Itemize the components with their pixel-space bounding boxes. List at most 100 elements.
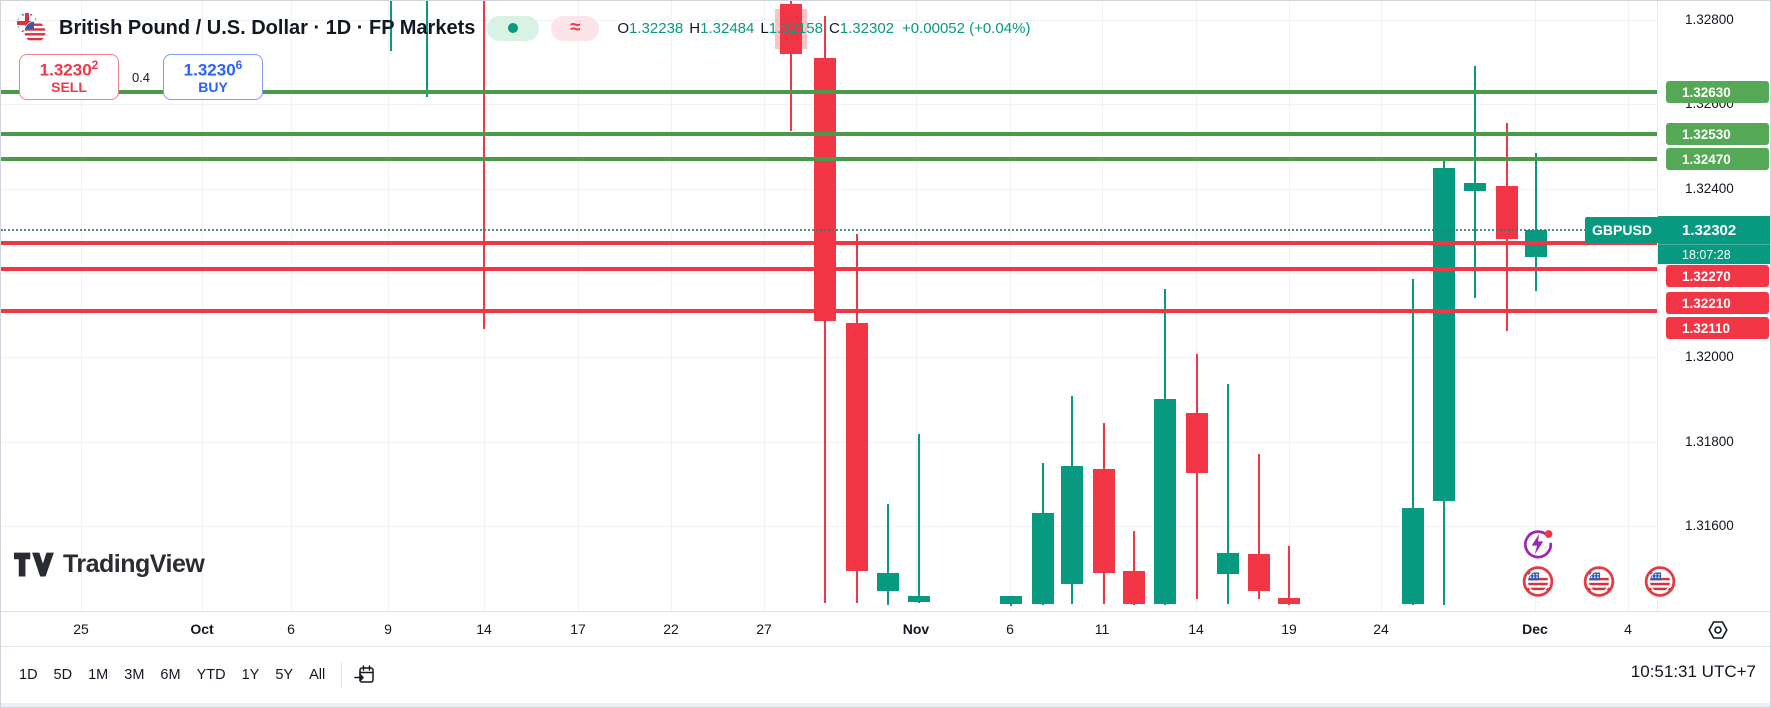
time-axis[interactable]: 25 Oct 6 9 14 17 22 27 Nov 6 11 14 19 24 Dec 4 — [1, 611, 1770, 647]
news-lightning-icon[interactable] — [1519, 526, 1555, 567]
candle[interactable] — [780, 3, 802, 55]
chart-area[interactable] — [1, 1, 1657, 611]
candle[interactable] — [1061, 466, 1083, 584]
candle[interactable] — [1032, 512, 1054, 604]
ohlc-open-label: O — [617, 19, 630, 37]
candle-wick — [426, 1, 428, 98]
ticker-tag: GBPUSD — [1585, 217, 1659, 243]
candle[interactable] — [877, 572, 899, 591]
vertical-gridline — [81, 1, 82, 611]
ohlc-readout: O1.32238 H1.32484 L1.32158 C1.32302 +0.0… — [617, 20, 1030, 37]
candle[interactable] — [1186, 412, 1208, 473]
range-button-1d[interactable]: 1D — [19, 667, 38, 683]
ohlc-high-label: H — [689, 19, 701, 37]
time-axis-label: 25 — [73, 621, 89, 637]
candle[interactable] — [1248, 553, 1270, 591]
range-button-all[interactable]: All — [309, 667, 326, 683]
range-button-ytd[interactable]: YTD — [196, 667, 226, 683]
candle-wick — [790, 1, 792, 131]
candle-wick — [1288, 545, 1290, 605]
current-price-label[interactable]: 1.32302 18:07:28 — [1658, 216, 1770, 264]
support-line[interactable] — [1, 267, 1657, 271]
candle[interactable] — [1154, 399, 1176, 604]
candle[interactable] — [1000, 596, 1022, 604]
price-axis-label: 1.31800 — [1685, 434, 1734, 449]
candle[interactable] — [1464, 183, 1486, 191]
go-to-date-button[interactable] — [350, 662, 380, 688]
vertical-gridline — [202, 1, 203, 611]
resistance-price-label[interactable]: 1.32630 — [1666, 81, 1769, 103]
resistance-line[interactable] — [1, 90, 1657, 94]
vertical-gridline — [671, 1, 672, 611]
candle[interactable] — [1496, 186, 1518, 239]
time-axis-label: 6 — [287, 621, 295, 637]
price-axis-label: 1.32800 — [1685, 12, 1734, 27]
axis-settings-gear-icon[interactable] — [1706, 618, 1730, 642]
market-open-dot-icon — [508, 23, 519, 33]
vertical-gridline — [1535, 1, 1536, 611]
session-clock[interactable]: 10:51:31 UTC+7 — [1630, 662, 1756, 681]
range-button-3m[interactable]: 3M — [124, 667, 145, 683]
candle[interactable] — [1093, 469, 1115, 573]
tradingview-logo-text: TradingView — [63, 550, 205, 578]
support-price-label[interactable]: 1.32110 — [1666, 317, 1769, 339]
range-button-6m[interactable]: 6M — [160, 667, 181, 683]
candle[interactable] — [1123, 571, 1145, 604]
time-axis-label: 11 — [1094, 621, 1110, 637]
vertical-gridline — [1010, 1, 1011, 611]
window-bottom-edge — [1, 703, 1770, 707]
us-economic-event-flag-icon[interactable] — [1522, 566, 1554, 603]
trade-panel: 1.32302 SELL 0.4 1.32306 BUY — [19, 54, 263, 100]
resistance-line[interactable] — [1, 157, 1657, 161]
price-axis[interactable]: 1.32630 1.32530 1.32470 1.32270 1.32210 1.321… — [1657, 1, 1770, 647]
price-axis-label: 1.32400 — [1685, 181, 1734, 196]
approximate-values-pill[interactable]: ≈ — [551, 15, 600, 41]
market-status-pill[interactable] — [487, 15, 540, 41]
candle[interactable] — [846, 323, 868, 572]
sell-button[interactable]: 1.32302 SELL — [19, 54, 119, 100]
support-line[interactable] — [1, 309, 1657, 313]
candle[interactable] — [814, 57, 836, 322]
candle[interactable] — [908, 596, 930, 602]
current-price-line — [1, 229, 1657, 231]
buy-button[interactable]: 1.32306 BUY — [163, 54, 263, 100]
us-economic-event-flag-icon[interactable] — [1583, 566, 1615, 603]
resistance-price-label[interactable]: 1.32470 — [1666, 148, 1769, 170]
time-axis-label: 24 — [1373, 621, 1389, 637]
range-button-1y[interactable]: 1Y — [241, 667, 260, 683]
support-line[interactable] — [1, 241, 1657, 245]
ohlc-high-value: 1.32484 — [700, 19, 755, 37]
candle[interactable] — [1217, 552, 1239, 575]
time-axis-label: 4 — [1624, 621, 1632, 637]
range-button-5d[interactable]: 5D — [53, 667, 73, 683]
horizontal-gridline — [1, 442, 1657, 443]
resistance-line[interactable] — [1, 132, 1657, 136]
support-price-label[interactable]: 1.32270 — [1666, 265, 1769, 287]
candle[interactable] — [1402, 507, 1424, 604]
time-axis-label: 19 — [1281, 621, 1297, 637]
ohlc-close-label: C — [828, 19, 840, 37]
resistance-price-label[interactable]: 1.32530 — [1666, 123, 1769, 145]
current-price-value: 1.32302 — [1658, 216, 1770, 244]
time-axis-label: 27 — [756, 621, 772, 637]
candle-wick — [390, 1, 392, 52]
candle-wick — [1196, 353, 1198, 599]
us-economic-event-flag-icon[interactable] — [1644, 566, 1676, 603]
candle[interactable] — [1278, 598, 1300, 604]
hovered-candle-highlight — [775, 9, 807, 49]
time-axis-label: Dec — [1522, 621, 1548, 637]
candle[interactable] — [1433, 168, 1455, 501]
time-axis-label: 6 — [1006, 621, 1014, 637]
support-price-label[interactable]: 1.32210 — [1666, 292, 1769, 314]
ohlc-open-value: 1.32238 — [629, 19, 684, 37]
range-button-5y[interactable]: 5Y — [275, 667, 294, 683]
symbol-title[interactable]: British Pound / U.S. Dollar · 1D · FP Ma… — [59, 16, 476, 39]
ohlc-low-value: 1.32158 — [768, 19, 823, 37]
range-button-1m[interactable]: 1M — [88, 667, 109, 683]
tradingview-mark-icon — [14, 552, 54, 576]
bottom-toolbar: 1D 5D 1M 3M 6M YTD 1Y 5Y All 10:51:31 UTC+7 — [1, 647, 1770, 703]
vertical-gridline — [1196, 1, 1197, 611]
ohlc-change: +0.00052 (+0.04%) — [902, 19, 1031, 37]
tradingview-logo[interactable]: TradingView — [14, 550, 205, 579]
time-axis-label: Nov — [902, 621, 930, 637]
